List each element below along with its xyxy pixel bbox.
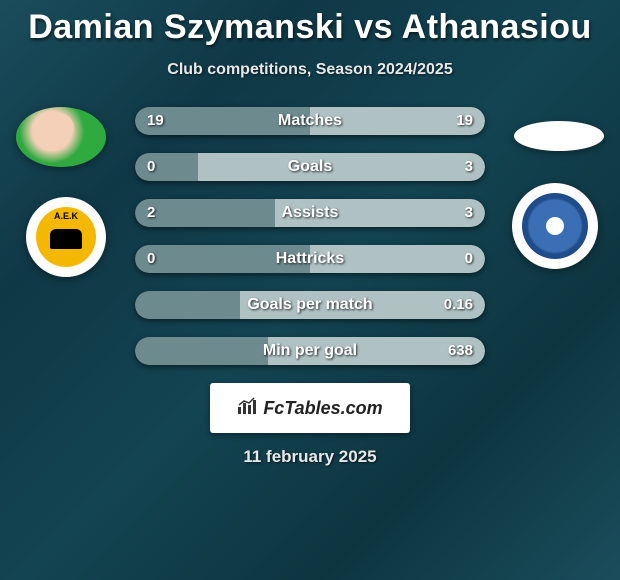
stat-value-right: 3 — [465, 199, 473, 227]
stat-value-left: 0 — [147, 245, 155, 273]
stat-row: Assists2 3 — [135, 199, 485, 227]
stat-value-left: 19 — [147, 107, 164, 135]
stat-label: Min per goal — [135, 337, 485, 365]
club-left-logo: A.E.K — [36, 207, 96, 267]
stat-value-right: 3 — [465, 153, 473, 181]
stat-value-right: 19 — [456, 107, 473, 135]
stat-value-right: 0 — [465, 245, 473, 273]
stat-row: Goals per match0.16 — [135, 291, 485, 319]
stat-label: Matches — [135, 107, 485, 135]
page-title: Damian Szymanski vs Athanasiou — [0, 0, 620, 47]
chart-icon — [237, 397, 257, 420]
source-badge: FcTables.com — [210, 383, 410, 433]
stat-label: Assists — [135, 199, 485, 227]
club-left-badge: A.E.K — [26, 197, 106, 277]
stat-label: Goals per match — [135, 291, 485, 319]
stat-row: Hattricks0 0 — [135, 245, 485, 273]
club-right-badge — [512, 183, 598, 269]
subtitle: Club competitions, Season 2024/2025 — [0, 61, 620, 79]
player-left-avatar — [16, 107, 106, 167]
stat-row: Matches19 19 — [135, 107, 485, 135]
club-right-logo — [522, 193, 588, 259]
stat-value-right: 0.16 — [444, 291, 473, 319]
player-right-avatar — [514, 121, 604, 151]
stat-row: Goals0 3 — [135, 153, 485, 181]
stat-value-right: 638 — [448, 337, 473, 365]
comparison-area: A.E.K Matches1919Goals03Assists23Hattric… — [0, 107, 620, 365]
stat-label: Hattricks — [135, 245, 485, 273]
stat-value-left: 0 — [147, 153, 155, 181]
source-text: FcTables.com — [263, 398, 382, 419]
stat-row: Min per goal638 — [135, 337, 485, 365]
footer-date: 11 february 2025 — [0, 447, 620, 467]
stat-label: Goals — [135, 153, 485, 181]
stats-list: Matches1919Goals03Assists23Hattricks00Go… — [135, 107, 485, 365]
stat-value-left: 2 — [147, 199, 155, 227]
